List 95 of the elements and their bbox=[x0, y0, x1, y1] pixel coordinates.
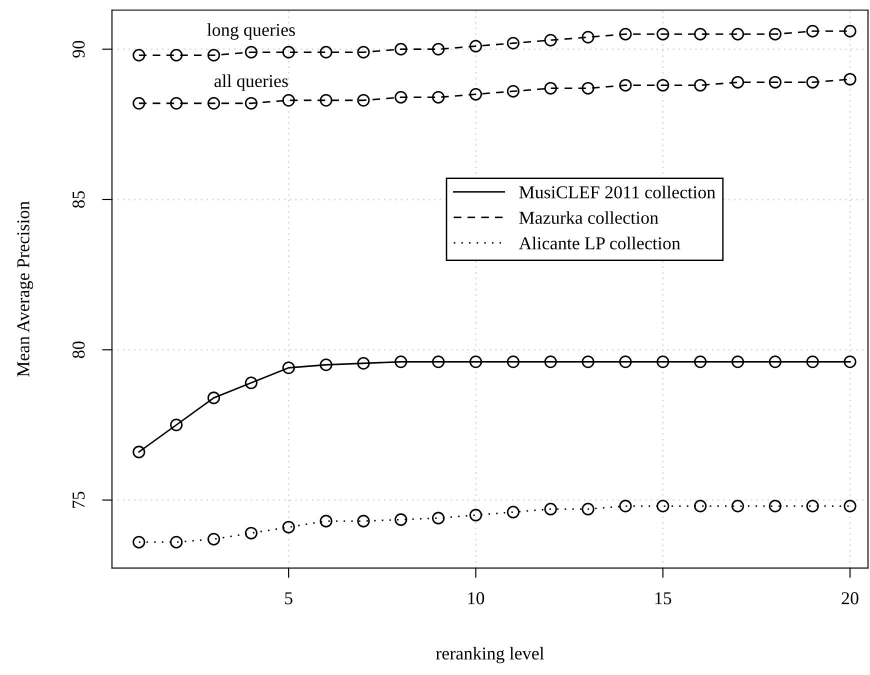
legend-label: MusiCLEF 2011 collection bbox=[519, 186, 716, 198]
point bbox=[544, 34, 557, 47]
point bbox=[394, 355, 408, 368]
point bbox=[619, 500, 632, 512]
point bbox=[806, 355, 819, 368]
annotation: long queries bbox=[207, 23, 295, 40]
point bbox=[544, 502, 557, 516]
annotation: all queries bbox=[214, 74, 288, 91]
point bbox=[207, 96, 220, 110]
point bbox=[694, 355, 707, 368]
point bbox=[432, 42, 445, 56]
point bbox=[207, 532, 220, 546]
point bbox=[244, 526, 258, 540]
point bbox=[768, 28, 782, 40]
point bbox=[357, 514, 370, 528]
x-tick-label: 10 bbox=[468, 592, 484, 604]
point bbox=[694, 500, 707, 512]
point bbox=[731, 355, 744, 368]
point bbox=[132, 536, 146, 548]
y-axis-title: Mean Average Precision bbox=[17, 201, 34, 377]
point bbox=[469, 508, 482, 522]
point bbox=[844, 500, 856, 512]
point bbox=[582, 502, 594, 516]
point bbox=[544, 82, 557, 95]
point bbox=[731, 76, 744, 89]
point bbox=[544, 355, 557, 368]
point bbox=[694, 28, 707, 40]
point bbox=[582, 82, 594, 95]
point bbox=[844, 72, 856, 86]
point bbox=[469, 355, 482, 368]
point bbox=[844, 355, 856, 368]
point bbox=[506, 36, 520, 50]
point bbox=[170, 536, 183, 548]
point bbox=[656, 78, 670, 92]
point bbox=[806, 500, 819, 512]
y-tick-label: 90 bbox=[72, 40, 85, 58]
point bbox=[394, 513, 408, 526]
point bbox=[506, 506, 520, 518]
point bbox=[282, 46, 295, 59]
point bbox=[320, 94, 332, 107]
x-tick-label: 15 bbox=[655, 592, 672, 604]
point bbox=[244, 46, 258, 59]
x-tick-label: 5 bbox=[285, 592, 292, 604]
point bbox=[132, 96, 146, 110]
point bbox=[282, 362, 295, 374]
point bbox=[469, 88, 482, 101]
point bbox=[582, 30, 594, 44]
point bbox=[768, 500, 782, 512]
x-tick-label: 20 bbox=[842, 592, 858, 604]
x-axis-title: reranking level bbox=[436, 646, 544, 664]
point bbox=[170, 48, 183, 62]
point bbox=[619, 28, 632, 40]
point bbox=[132, 446, 146, 458]
point bbox=[394, 90, 408, 104]
point bbox=[320, 46, 332, 59]
point bbox=[170, 96, 183, 110]
point bbox=[320, 514, 332, 528]
point bbox=[731, 28, 744, 40]
point bbox=[432, 355, 445, 368]
point bbox=[132, 48, 146, 62]
point bbox=[768, 355, 782, 368]
point bbox=[656, 500, 670, 512]
point bbox=[731, 500, 744, 512]
point bbox=[357, 356, 370, 370]
point bbox=[282, 94, 295, 107]
point bbox=[619, 78, 632, 92]
point bbox=[506, 355, 520, 368]
point bbox=[244, 96, 258, 110]
point bbox=[394, 42, 408, 56]
point bbox=[432, 512, 445, 524]
point bbox=[768, 76, 782, 89]
point bbox=[357, 46, 370, 59]
point bbox=[207, 392, 220, 404]
point bbox=[656, 28, 670, 40]
point bbox=[357, 94, 370, 107]
point bbox=[506, 84, 520, 98]
point bbox=[207, 48, 220, 62]
point bbox=[806, 76, 819, 89]
point bbox=[582, 355, 594, 368]
y-tick-label: 85 bbox=[72, 191, 85, 208]
point bbox=[432, 90, 445, 104]
legend-label: Mazurka collection bbox=[519, 211, 658, 224]
point bbox=[469, 40, 482, 53]
y-tick-label: 80 bbox=[72, 341, 85, 358]
point bbox=[844, 24, 856, 38]
point bbox=[619, 355, 632, 368]
legend-label: Alicante LP collection bbox=[518, 236, 680, 250]
point bbox=[656, 355, 670, 368]
point bbox=[320, 358, 332, 372]
point bbox=[282, 520, 295, 534]
point bbox=[170, 418, 183, 432]
y-tick-label: 75 bbox=[72, 492, 85, 508]
point bbox=[806, 24, 819, 38]
point bbox=[244, 376, 258, 390]
point bbox=[694, 78, 707, 92]
